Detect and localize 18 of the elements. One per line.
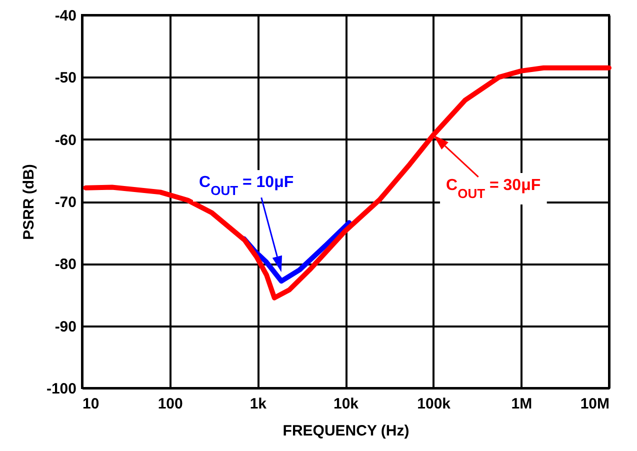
x-tick-label: 10 xyxy=(82,396,100,412)
y-tick-label: -40 xyxy=(54,8,76,24)
x-tick-label: 1M xyxy=(511,396,532,412)
x-tick-label: 100 xyxy=(158,396,183,412)
y-tick-label: -90 xyxy=(54,318,76,336)
x-tick-label: 10k xyxy=(333,396,360,412)
annotation: C$_{OUT}$ = 10μF xyxy=(199,174,294,198)
x-tick-label: 10M xyxy=(580,396,610,412)
x-tick-label: 1k xyxy=(250,396,268,412)
x-axis-title: FREQUENCY (Hz) xyxy=(282,422,410,440)
y-tick-label: -100 xyxy=(46,380,76,398)
y-axis-title: PSRR (dB) xyxy=(20,164,38,240)
y-tick-label: -70 xyxy=(54,194,76,211)
y-tick-label: -80 xyxy=(54,256,76,274)
annotation: C$_{OUT}$ = 30μF xyxy=(446,176,541,200)
y-tick-label: -50 xyxy=(54,70,76,87)
x-tick-label: 100k xyxy=(417,396,452,412)
y-tick-label: -60 xyxy=(54,132,76,149)
